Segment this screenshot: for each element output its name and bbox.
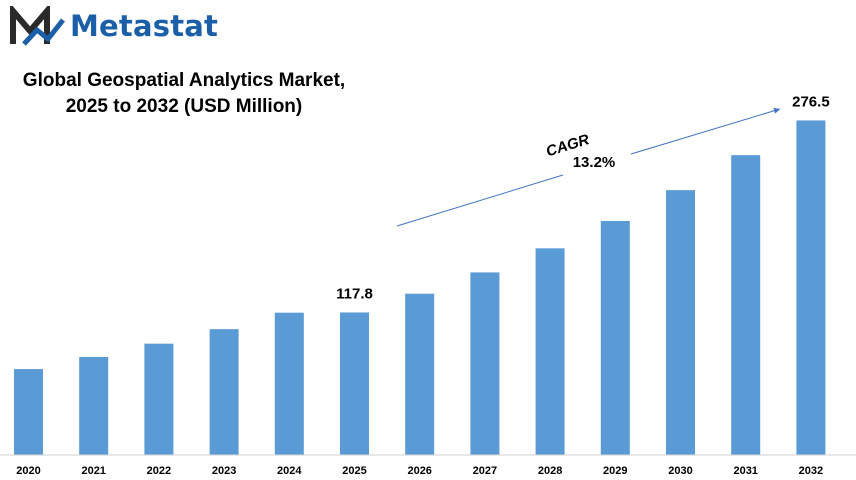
data-label-2032: 276.5 (792, 93, 830, 110)
cagr-value: 13.2% (573, 154, 616, 171)
x-tick-label-2028: 2028 (538, 465, 562, 477)
x-tick-label-2031: 2031 (733, 465, 757, 477)
x-tick-label-2026: 2026 (407, 465, 431, 477)
x-tick-label-2032: 2032 (799, 465, 823, 477)
bar-2021 (79, 356, 109, 455)
x-tick-label-2025: 2025 (342, 465, 366, 477)
cagr-arrow-line-end (630, 107, 781, 155)
bar-2029 (600, 220, 630, 455)
x-tick-label-2023: 2023 (212, 465, 236, 477)
bar-2025 (340, 312, 369, 455)
brand-name: Metastat (70, 9, 219, 43)
chart-title-line-2: 2025 to 2032 (USD Million) (65, 96, 303, 117)
brand-logo: Metastat (10, 6, 218, 46)
x-tick-label-2020: 2020 (16, 465, 40, 477)
bar-series (14, 120, 826, 456)
bar-2032 (796, 120, 826, 455)
data-label-2025: 117.8 (336, 285, 373, 302)
x-tick-label-2027: 2027 (473, 465, 497, 477)
chart-title-line-1: Global Geospatial Analytics Market, (22, 70, 346, 91)
bar-2026 (405, 293, 435, 455)
cagr-arrow-line-start (396, 174, 564, 227)
bar-2027 (470, 272, 500, 455)
data-labels: 117.8 276.5 (336, 93, 830, 302)
bar-2031 (731, 155, 761, 456)
x-axis-tick-labels: 2020 2021 2022 2023 2024 2025 2026 2027 2028 2029… (16, 465, 823, 477)
bar-2030 (666, 190, 695, 456)
x-tick-label-2030: 2030 (668, 465, 692, 477)
x-tick-label-2021: 2021 (81, 465, 105, 477)
bar-2024 (274, 312, 304, 455)
metastat-m-logo-icon (10, 6, 65, 46)
x-tick-label-2029: 2029 (603, 465, 627, 477)
x-tick-label-2024: 2024 (277, 465, 302, 477)
chart-title: Global Geospatial Analytics Market, 2025… (0, 68, 368, 120)
bar-2022 (144, 343, 174, 455)
bar-2028 (535, 248, 565, 455)
bar-2020 (14, 369, 43, 455)
x-tick-label-2022: 2022 (147, 465, 171, 477)
bar-2023 (209, 329, 239, 455)
